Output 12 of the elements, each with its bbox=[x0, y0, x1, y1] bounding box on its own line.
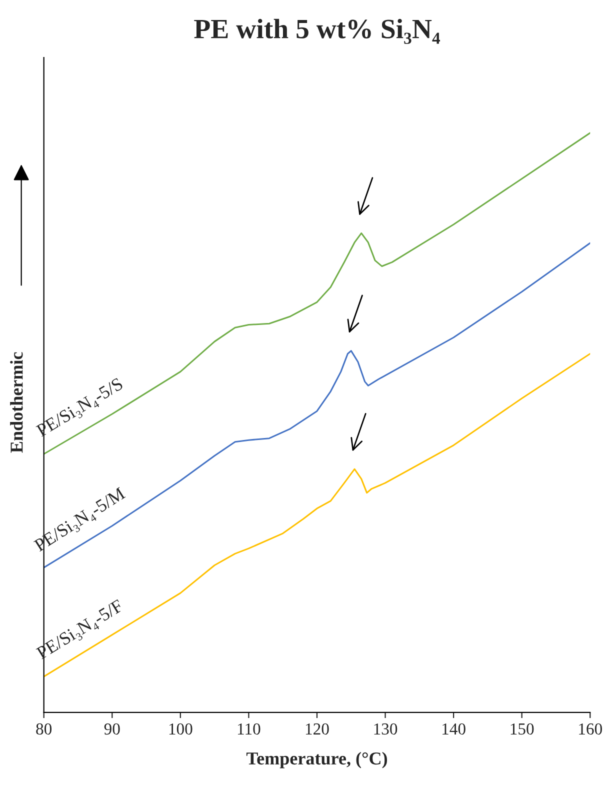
x-tick-label: 150 bbox=[510, 723, 534, 735]
x-tick-label: 140 bbox=[442, 723, 466, 735]
x-tick-label: 80 bbox=[36, 723, 52, 735]
x-axis-title: Temperature, (°C) bbox=[246, 752, 388, 768]
y-axis-title: Endothermic bbox=[10, 352, 23, 453]
x-tick-label: 110 bbox=[238, 723, 260, 735]
x-tick-label: 100 bbox=[169, 723, 192, 735]
x-tick-label: 120 bbox=[306, 723, 329, 735]
x-tick-label: 90 bbox=[104, 723, 120, 735]
x-tick-label: 160 bbox=[579, 723, 602, 735]
chart-title: PE with 5 wt% Si₃N₄ bbox=[194, 18, 440, 44]
x-tick-label: 130 bbox=[374, 723, 398, 735]
